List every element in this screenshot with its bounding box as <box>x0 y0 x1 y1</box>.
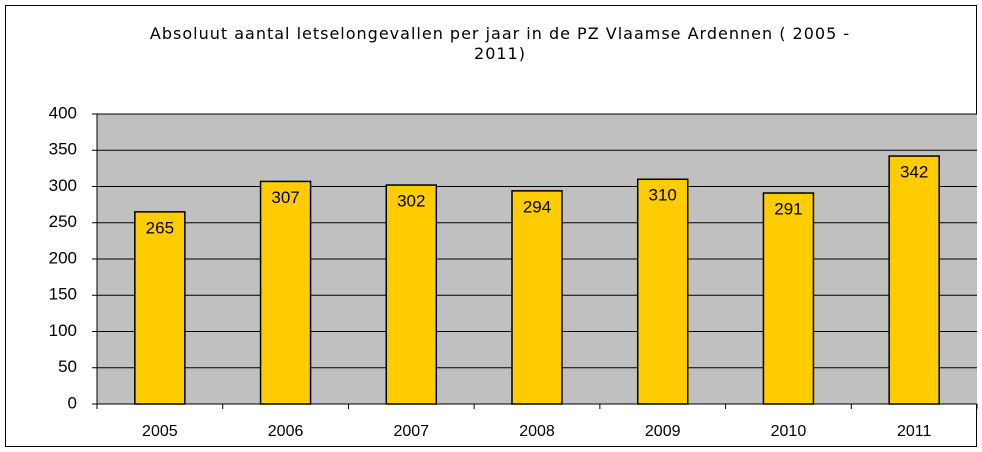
data-label: 265 <box>146 218 174 237</box>
bar <box>888 155 940 405</box>
x-tick-label: 2007 <box>393 423 429 440</box>
x-tick-label: 2005 <box>142 423 178 440</box>
chart-title: Absoluut aantal letselongevallen per jaa… <box>149 24 851 63</box>
y-tick-label: 0 <box>68 393 77 412</box>
data-label: 310 <box>649 186 677 205</box>
x-tick-label: 2010 <box>771 423 807 440</box>
x-tick-label: 2008 <box>519 423 555 440</box>
y-tick-label: 100 <box>49 321 77 340</box>
bar <box>134 211 186 405</box>
data-label: 342 <box>900 163 928 182</box>
y-tick-label: 200 <box>49 248 77 267</box>
data-label: 307 <box>271 188 299 207</box>
data-label: 291 <box>774 200 802 219</box>
x-tick-label: 2009 <box>645 423 681 440</box>
data-label: 302 <box>397 192 425 211</box>
y-tick-label: 250 <box>49 212 77 231</box>
y-tick-label: 50 <box>58 357 77 376</box>
x-tick-label: 2011 <box>897 423 932 440</box>
bar <box>762 192 815 405</box>
y-tick-label: 400 <box>49 103 77 122</box>
bar <box>385 184 438 405</box>
bar <box>259 180 312 405</box>
bar <box>636 178 689 405</box>
y-tick-label: 300 <box>49 176 77 195</box>
x-tick-label: 2006 <box>268 423 304 440</box>
data-label: 294 <box>523 197 551 216</box>
bar <box>511 190 563 405</box>
y-tick-label: 350 <box>49 140 77 159</box>
y-tick-label: 150 <box>49 285 77 304</box>
